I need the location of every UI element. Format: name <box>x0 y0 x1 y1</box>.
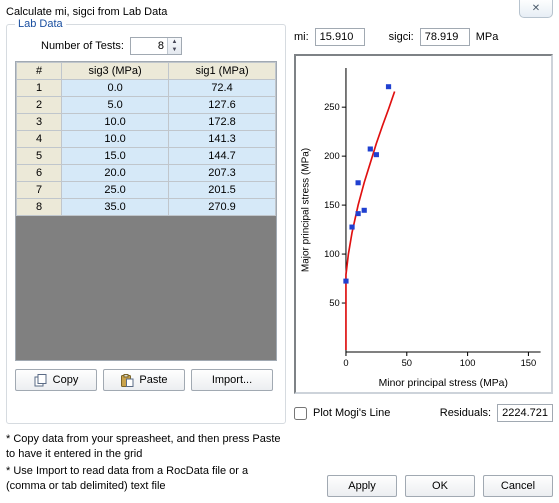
cell-sig3[interactable]: 10.0 <box>62 114 169 131</box>
cell-sig3[interactable]: 5.0 <box>62 97 169 114</box>
svg-text:100: 100 <box>324 249 340 259</box>
copy-icon <box>34 374 48 387</box>
table-row[interactable]: 10.072.4 <box>17 80 276 97</box>
import-button[interactable]: Import... <box>191 369 273 391</box>
svg-text:150: 150 <box>324 200 340 210</box>
cell-sig1[interactable]: 201.5 <box>169 182 276 199</box>
cell-sig3[interactable]: 0.0 <box>62 80 169 97</box>
close-button[interactable]: ✕ <box>519 0 553 18</box>
residuals-value: 2224.721 <box>497 404 553 422</box>
copy-button[interactable]: Copy <box>15 369 97 391</box>
table-row[interactable]: 515.0144.7 <box>17 148 276 165</box>
ok-button[interactable]: OK <box>405 475 475 497</box>
svg-text:Minor principal stress (MPa): Minor principal stress (MPa) <box>379 378 508 389</box>
table-row[interactable]: 835.0270.9 <box>17 199 276 216</box>
cell-sig3[interactable]: 15.0 <box>62 148 169 165</box>
svg-text:50: 50 <box>329 298 339 308</box>
num-tests-label: Number of Tests: <box>41 40 124 52</box>
table-row[interactable]: 310.0172.8 <box>17 114 276 131</box>
svg-text:200: 200 <box>324 151 340 161</box>
cell-sig1[interactable]: 144.7 <box>169 148 276 165</box>
paste-icon <box>120 374 134 387</box>
spinner-down-icon[interactable]: ▼ <box>168 46 181 54</box>
cell-sig1[interactable]: 127.6 <box>169 97 276 114</box>
paste-button[interactable]: Paste <box>103 369 185 391</box>
apply-button[interactable]: Apply <box>327 475 397 497</box>
svg-text:250: 250 <box>324 102 340 112</box>
help-line-1: * Copy data from your spreasheet, and th… <box>6 432 286 462</box>
chart: 50 100 150 200 250 0 50 100 150 Minor principal s… <box>294 54 553 394</box>
cancel-button[interactable]: Cancel <box>483 475 553 497</box>
residuals-label: Residuals: <box>440 407 491 419</box>
row-index: 1 <box>17 80 62 97</box>
help-line-2: * Use Import to read data from a RocData… <box>6 464 286 494</box>
svg-text:0: 0 <box>343 358 348 368</box>
cell-sig3[interactable]: 25.0 <box>62 182 169 199</box>
num-tests-input[interactable] <box>131 38 167 54</box>
labdata-group: Lab Data Number of Tests: ▲ ▼ # s <box>6 24 286 424</box>
table-row[interactable]: 410.0141.3 <box>17 131 276 148</box>
spinner-up-icon[interactable]: ▲ <box>168 38 181 46</box>
close-icon: ✕ <box>532 3 540 14</box>
sigci-value: 78.919 <box>420 28 470 46</box>
svg-text:50: 50 <box>402 358 412 368</box>
cell-sig1[interactable]: 172.8 <box>169 114 276 131</box>
table-row[interactable]: 725.0201.5 <box>17 182 276 199</box>
row-index: 6 <box>17 165 62 182</box>
sigci-label: sigci: <box>389 31 414 43</box>
svg-text:Major principal stress (MPa): Major principal stress (MPa) <box>300 148 311 272</box>
col-header-sig1[interactable]: sig1 (MPa) <box>169 63 276 80</box>
mi-value: 15.910 <box>315 28 365 46</box>
table-row[interactable]: 25.0127.6 <box>17 97 276 114</box>
cell-sig1[interactable]: 207.3 <box>169 165 276 182</box>
data-grid[interactable]: # sig3 (MPa) sig1 (MPa) 10.072.425.0127.… <box>15 61 277 361</box>
cell-sig1[interactable]: 141.3 <box>169 131 276 148</box>
cell-sig1[interactable]: 72.4 <box>169 80 276 97</box>
table-row[interactable]: 620.0207.3 <box>17 165 276 182</box>
help-text: * Copy data from your spreasheet, and th… <box>6 430 286 495</box>
col-header-sig3[interactable]: sig3 (MPa) <box>62 63 169 80</box>
labdata-legend: Lab Data <box>15 18 66 30</box>
row-index: 7 <box>17 182 62 199</box>
plot-mogi-label[interactable]: Plot Mogi's Line <box>313 407 390 419</box>
import-label: Import... <box>212 374 252 386</box>
row-index: 2 <box>17 97 62 114</box>
cell-sig3[interactable]: 10.0 <box>62 131 169 148</box>
row-index: 3 <box>17 114 62 131</box>
cell-sig3[interactable]: 35.0 <box>62 199 169 216</box>
row-index: 5 <box>17 148 62 165</box>
row-index: 4 <box>17 131 62 148</box>
cell-sig3[interactable]: 20.0 <box>62 165 169 182</box>
col-header-index[interactable]: # <box>17 63 62 80</box>
mi-label: mi: <box>294 31 309 43</box>
row-index: 8 <box>17 199 62 216</box>
plot-mogi-checkbox[interactable] <box>294 407 307 420</box>
svg-text:100: 100 <box>460 358 476 368</box>
sigci-unit: MPa <box>476 31 499 43</box>
cell-sig1[interactable]: 270.9 <box>169 199 276 216</box>
window-title: Calculate mi, sigci from Lab Data <box>6 6 553 18</box>
num-tests-spinner[interactable]: ▲ ▼ <box>130 37 182 55</box>
svg-text:150: 150 <box>521 358 537 368</box>
copy-label: Copy <box>53 374 79 386</box>
paste-label: Paste <box>139 374 167 386</box>
